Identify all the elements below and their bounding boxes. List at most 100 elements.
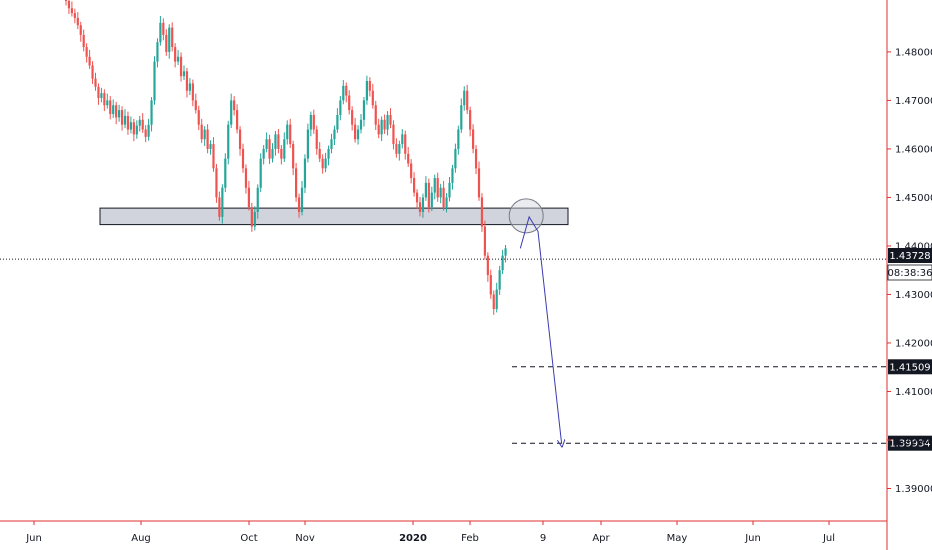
candle [436, 172, 439, 202]
candle [389, 108, 392, 129]
candle [174, 43, 177, 68]
candle [501, 249, 504, 275]
price-tick-label: 1.39000 [895, 484, 932, 495]
candle [401, 129, 404, 149]
candle [277, 129, 280, 154]
candle [97, 83, 100, 105]
candle [365, 75, 368, 105]
candle [262, 145, 265, 165]
countdown-badge: 08:38:36 [888, 264, 932, 281]
time-tick-label: Jun [25, 533, 42, 544]
candle [67, 0, 71, 15]
candles [64, 0, 507, 315]
candle [472, 124, 475, 154]
candle [159, 16, 162, 46]
candle [377, 118, 380, 139]
candle [106, 93, 109, 109]
candle [342, 80, 345, 105]
candle [244, 164, 248, 194]
target-level-label: 1.41509 [889, 362, 930, 373]
candle [153, 56, 156, 105]
target-level-badge: 1.39934 [888, 435, 932, 451]
time-tick-label: Jul [822, 533, 835, 544]
candle [477, 161, 481, 201]
candle [238, 126, 242, 156]
candle [336, 108, 339, 133]
candle [297, 193, 301, 218]
price-tick-label: 1.47000 [895, 96, 932, 107]
candle [312, 109, 315, 134]
time-tick-label: Apr [592, 533, 610, 544]
candle [404, 130, 407, 160]
countdown-label: 08:38:36 [888, 268, 932, 279]
time-tick-label: Oct [240, 533, 257, 544]
candle [433, 174, 436, 200]
candle [230, 93, 233, 129]
candle [118, 104, 121, 122]
candle [191, 79, 194, 107]
price-tick-label: 1.45000 [895, 193, 932, 204]
time-tick-label: Jun [744, 533, 761, 544]
candle [94, 72, 97, 91]
candle [256, 184, 259, 219]
candle [398, 140, 401, 161]
candle [120, 106, 124, 131]
candle [439, 183, 442, 204]
candle [383, 114, 386, 134]
time-tick-label: May [667, 533, 688, 544]
candle [250, 202, 253, 232]
candle [321, 154, 324, 174]
candle [330, 133, 333, 154]
candle [371, 83, 374, 109]
candle [147, 118, 150, 141]
candle [194, 93, 197, 114]
candle [200, 118, 203, 144]
candle [318, 142, 321, 163]
candle [268, 134, 271, 164]
candle [339, 96, 342, 121]
candle [362, 97, 366, 127]
price-tick-label: 1.48000 [895, 47, 932, 58]
projection-arrow[interactable] [519, 215, 561, 444]
candle [112, 99, 115, 118]
time-tick-label: 9 [540, 533, 546, 544]
candle [430, 186, 433, 212]
candle [64, 0, 68, 6]
candle [162, 18, 165, 41]
candle [265, 132, 268, 153]
candle [424, 176, 427, 201]
price-axis[interactable]: 1.41509 1.39934 1.48000 1.47000 1.46000 1.450… [887, 47, 932, 495]
candle [286, 120, 289, 145]
candle [295, 162, 298, 202]
candle [410, 159, 413, 184]
candle [171, 22, 174, 52]
candle [236, 104, 239, 134]
candle [303, 154, 307, 194]
price-tick-label: 1.43000 [895, 290, 932, 301]
candle [454, 143, 457, 173]
candle [123, 109, 127, 129]
candle [259, 153, 262, 193]
candle [283, 132, 286, 163]
time-axis[interactable]: Jun Aug Oct Nov 2020 Feb 9 Apr May Jun Jul [25, 521, 835, 544]
resistance-circle[interactable] [508, 198, 544, 234]
candle [168, 24, 171, 59]
support-zone[interactable] [99, 207, 569, 226]
candle [418, 196, 422, 217]
candle [415, 189, 419, 210]
candle [188, 78, 191, 96]
candle [368, 77, 371, 97]
time-tick-label: Feb [461, 533, 479, 544]
candle [354, 117, 357, 143]
candle [306, 123, 309, 163]
candle [88, 49, 91, 69]
candle [457, 125, 460, 155]
candle [483, 220, 486, 260]
candle [115, 101, 118, 125]
candle [182, 65, 186, 81]
candle [156, 38, 159, 68]
candle [495, 282, 498, 313]
candle [460, 98, 463, 133]
candle [138, 115, 141, 132]
